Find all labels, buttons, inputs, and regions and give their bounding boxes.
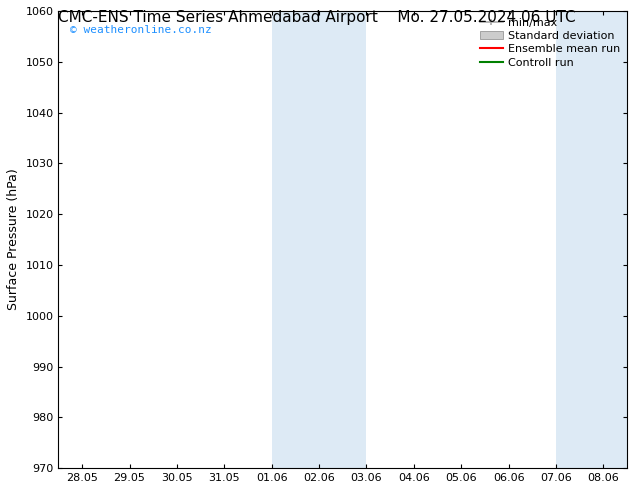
Text: CMC-ENS Time Series Ahmedabad Airport    Mo. 27.05.2024 06 UTC: CMC-ENS Time Series Ahmedabad Airport Mo… xyxy=(58,10,576,25)
Y-axis label: Surface Pressure (hPa): Surface Pressure (hPa) xyxy=(7,169,20,311)
Text: © weatheronline.co.nz: © weatheronline.co.nz xyxy=(70,24,212,35)
Legend: min/max, Standard deviation, Ensemble mean run, Controll run: min/max, Standard deviation, Ensemble me… xyxy=(477,14,624,71)
Bar xyxy=(556,11,634,468)
Bar xyxy=(272,11,366,468)
